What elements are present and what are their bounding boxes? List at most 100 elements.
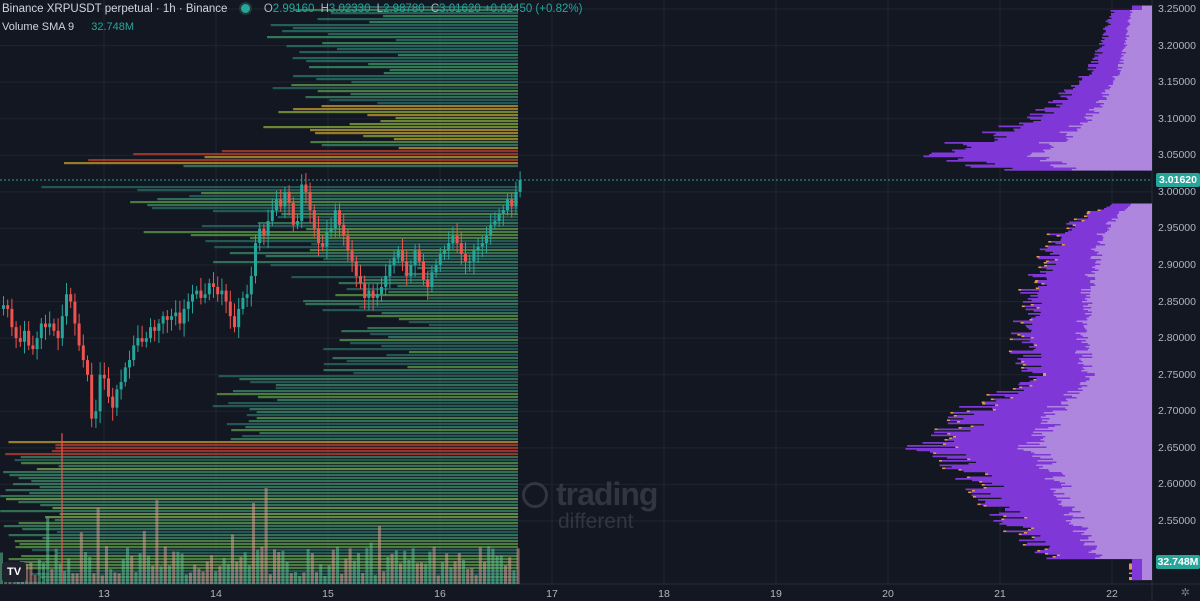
heatmap-band xyxy=(277,399,518,402)
settings-gear-icon[interactable]: ✲ xyxy=(1180,587,1190,599)
candle xyxy=(90,362,94,428)
profile-row-inner xyxy=(1108,35,1130,38)
profile-row xyxy=(1086,215,1152,218)
profile-edge xyxy=(1052,556,1056,558)
profile-edge xyxy=(955,446,959,449)
profile-edge xyxy=(1010,397,1014,399)
profile-row-inner xyxy=(1041,302,1093,305)
profile-row xyxy=(1064,89,1152,92)
candle-body xyxy=(380,286,383,295)
heatmap-band xyxy=(29,492,518,495)
candle xyxy=(359,264,362,289)
profile-edge xyxy=(995,404,999,407)
profile-edge xyxy=(1019,386,1023,389)
profile-row xyxy=(992,407,1152,410)
profile-row-inner xyxy=(1102,46,1126,48)
profile-row xyxy=(1102,41,1152,44)
profile-edge xyxy=(1001,518,1005,521)
profile-edge xyxy=(1021,361,1025,363)
candle xyxy=(409,260,413,283)
profile-row-inner xyxy=(995,409,1068,411)
heatmap-band xyxy=(303,300,518,303)
candle xyxy=(438,247,442,273)
profile-row-inner xyxy=(963,143,1050,146)
low-key: L xyxy=(376,3,384,15)
profile-row-inner xyxy=(1011,332,1076,335)
volume-bar xyxy=(285,561,289,584)
profile-edge xyxy=(1045,245,1049,248)
profile-edge xyxy=(1036,256,1040,258)
profile-row xyxy=(1013,397,1152,399)
profile-row xyxy=(955,151,1152,153)
candle-body xyxy=(52,323,56,331)
candle xyxy=(31,335,35,355)
profile-row-inner xyxy=(1110,205,1131,207)
profile-row-inner xyxy=(999,523,1070,525)
close-value: 3.01620 xyxy=(439,3,481,15)
candle-body xyxy=(476,246,480,251)
volume-bar xyxy=(172,551,176,584)
heatmap-band xyxy=(291,276,518,279)
profile-row xyxy=(1102,52,1152,54)
profile-row xyxy=(1053,100,1152,102)
tradingview-logo-icon[interactable]: TV xyxy=(2,562,26,582)
symbol-title[interactable]: Binance XRPUSDT perpetual · 1h · Binance xyxy=(2,3,228,15)
candle xyxy=(128,350,131,379)
profile-edge xyxy=(1029,319,1033,321)
profile-row xyxy=(1044,283,1152,285)
profile-row xyxy=(999,523,1152,525)
candle-body xyxy=(325,232,329,247)
candle xyxy=(354,256,358,288)
candle xyxy=(140,325,144,347)
volume-bar xyxy=(357,553,360,584)
heatmap-band xyxy=(397,285,518,288)
profile-row-inner xyxy=(1079,80,1113,83)
candle xyxy=(44,314,47,340)
volume-indicator-legend[interactable]: Volume SMA 9 32.748M xyxy=(2,20,134,34)
profile-row xyxy=(905,448,1152,450)
profile-row xyxy=(1035,316,1152,318)
profile-edge xyxy=(1056,235,1060,237)
profile-row xyxy=(951,466,1152,468)
candle-body xyxy=(81,345,85,361)
candle-body xyxy=(396,250,400,258)
volume-bar xyxy=(239,556,243,584)
profile-row xyxy=(923,155,1152,158)
profile-row xyxy=(984,484,1152,486)
profile-row-inner xyxy=(947,422,1041,425)
profile-row-inner xyxy=(1093,70,1121,72)
profile-edge xyxy=(1008,350,1012,353)
change-value: +0.02450 (+0.82%) xyxy=(483,3,583,15)
candle xyxy=(350,240,354,273)
candle xyxy=(178,300,182,331)
profile-row-inner xyxy=(1064,89,1105,92)
profile-row-inner xyxy=(989,514,1064,516)
volume-bar xyxy=(457,552,461,584)
profile-row xyxy=(1027,116,1152,119)
profile-row xyxy=(1018,383,1152,386)
heatmap-band xyxy=(408,321,518,324)
heatmap-band xyxy=(216,393,519,396)
profile-row xyxy=(936,452,1152,455)
profile-row-inner xyxy=(986,505,1062,507)
profile-row xyxy=(1079,80,1152,83)
profile-row xyxy=(1105,20,1152,23)
profile-row-inner xyxy=(1058,92,1102,95)
profile-row-inner xyxy=(986,161,1063,164)
volume-bar xyxy=(201,571,205,584)
time-tick-label: 21 xyxy=(994,588,1006,600)
profile-row xyxy=(1102,37,1152,39)
profile-row xyxy=(947,416,1152,419)
profile-row-inner xyxy=(916,449,1024,452)
heatmap-band xyxy=(9,474,519,477)
volume-bar xyxy=(264,488,268,584)
profile-edge xyxy=(967,458,971,461)
candle-body xyxy=(472,250,476,262)
profile-row-inner xyxy=(1100,209,1125,212)
heatmap-band xyxy=(157,198,518,201)
profile-row xyxy=(1028,313,1152,315)
volume-bar xyxy=(478,547,482,584)
profile-row-inner xyxy=(1037,344,1090,347)
profile-row xyxy=(1094,53,1152,56)
